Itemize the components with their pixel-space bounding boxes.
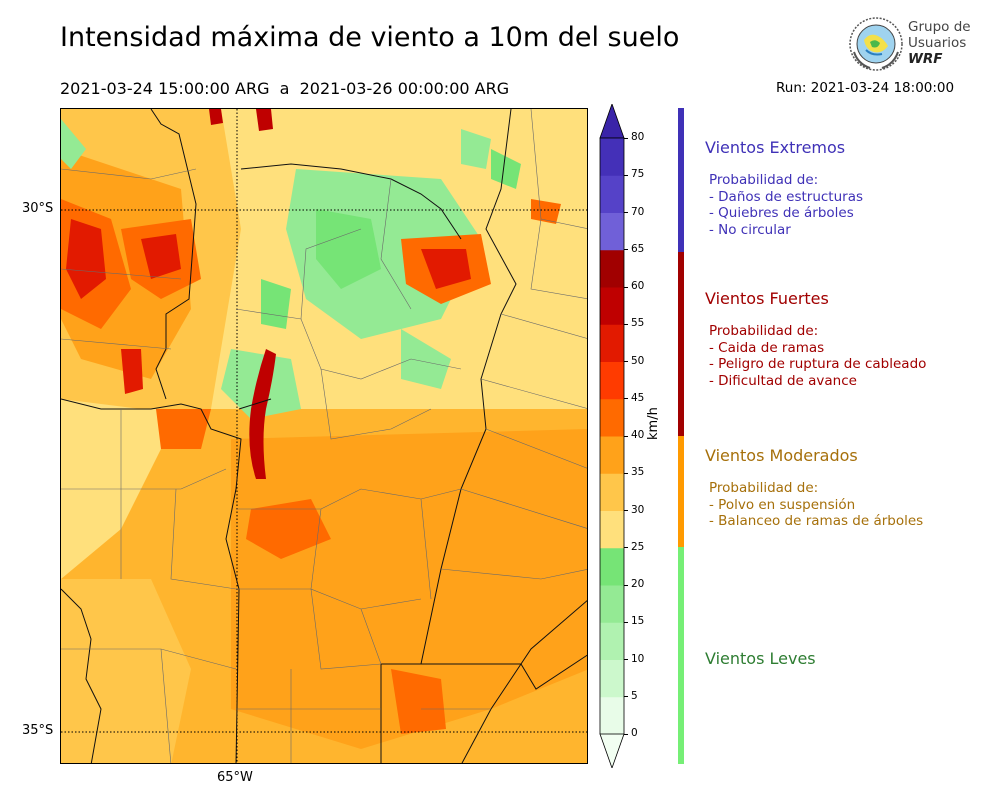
logo-text: Grupo de Usuarios WRF [908,19,971,67]
colorbar-segment [600,547,624,586]
colorbar-segment [600,212,624,251]
category-title-moderados: Vientos Moderados [705,446,858,465]
colorbar-tick-mark [624,174,628,176]
colorbar-segment [600,473,624,511]
desc-line: - Balanceo de ramas de árboles [709,513,924,529]
colorbar-tick-mark [624,584,628,586]
desc-line: - Dificultad de avance [709,372,857,389]
field-ridge-strong [249,349,276,479]
field-strong-core [66,219,471,394]
province-borders [61,109,587,763]
field-southwest [61,579,191,763]
colorbar [599,104,625,768]
colorbar-segment [600,510,624,549]
category-title-fuertes: Vientos Fuertes [705,289,829,308]
colorbar-tick-mark [624,398,628,400]
colorbar-segment [600,436,624,474]
chart-title: Intensidad máxima de viento a 10m del su… [60,22,680,53]
category-bar-extremos [678,108,684,252]
desc-line: - Polvo en suspensión [709,496,856,513]
category-bar-fuertes [678,252,684,436]
colorbar-tick-mark [624,435,628,437]
colorbar-tick-label: 65 [631,242,645,255]
globe-seal-icon [849,17,903,71]
colorbar-tick-label: 80 [631,131,645,143]
desc-line: - Peligro de ruptura de cableado [709,356,927,372]
lat-label-35s: 35°S [22,723,54,738]
colorbar-under-extension [599,733,625,768]
colorbar-segment [600,287,624,325]
colorbar-segment [600,249,624,288]
desc-line: - Quiebres de árboles [709,205,854,221]
category-bar-leves [678,547,684,764]
colorbar-tick-mark [624,510,628,511]
colorbar-tick-mark [624,212,628,213]
colorbar-tick-mark [624,249,628,251]
colorbar-tick-label: 30 [631,503,645,516]
desc-line: Probabilidad de: [709,172,819,188]
logo-line-wrf: WRF [908,51,943,67]
colorbar-tick-label: 10 [631,652,645,665]
colorbar-segment [600,138,624,176]
desc-line: Probabilidad de: [709,480,819,496]
colorbar-segment [600,585,624,623]
colorbar-tick-mark [624,472,628,474]
colorbar-tick-mark [624,696,628,698]
desc-line: Probabilidad de: [709,323,819,339]
wind-map-svg [61,109,587,763]
category-desc-extremos: Probabilidad de: - Daños de estructuras … [709,172,863,238]
colorbar-tick-label: 40 [631,429,645,441]
colorbar-over-extension [599,104,625,139]
colorbar-tick-mark [624,286,628,288]
colorbar-tick-label: 75 [631,168,645,181]
category-title-leves: Vientos Leves [705,649,816,668]
colorbar-unit: km/h [646,407,661,440]
colorbar-tick-label: 0 [631,727,638,739]
colorbar-segment [600,175,624,213]
colorbar-tick-mark [624,323,628,325]
colorbar-tick-mark [624,361,628,362]
colorbar-tick-mark [624,659,628,660]
colorbar-tick-label: 15 [631,615,645,628]
category-desc-moderados: Probabilidad de: - Polvo en suspensión -… [709,480,923,530]
colorbar-tick-mark [624,137,628,139]
wind-map [60,108,588,764]
lat-label-30s: 30°S [22,201,54,216]
logo-line-2: Usuarios [908,35,967,51]
colorbar-segment [600,398,624,437]
model-run-time: Run: 2021-03-24 18:00:00 [776,80,955,96]
forecast-period: 2021-03-24 15:00:00 ARG a 2021-03-26 00:… [60,79,510,98]
colorbar-tick-label: 55 [631,317,645,330]
colorbar-segment [600,696,624,735]
colorbar-tick-label: 20 [631,578,645,590]
colorbar-segment [600,622,624,660]
field-light-winds-2 [261,149,521,329]
colorbar-tick-label: 25 [631,540,645,553]
desc-line: - Caida de ramas [709,339,825,356]
category-bar-moderados [678,436,684,547]
category-title-extremos: Vientos Extremos [705,138,846,157]
colorbar-segment [600,324,624,362]
colorbar-tick-mark [624,547,628,549]
colorbar-tick-mark [624,733,628,735]
lon-label-65w: 65°W [217,770,253,785]
colorbar-tick-label: 5 [631,689,638,702]
colorbar-segment [600,659,624,698]
colorbar-tick-label: 60 [631,280,645,292]
colorbar-tick-label: 70 [631,205,645,218]
category-desc-fuertes: Probabilidad de: - Caida de ramas - Peli… [709,323,926,389]
colorbar-tick-label: 45 [631,391,645,404]
logo-line-1: Grupo de [908,19,971,35]
colorbar-tick-mark [624,621,628,623]
colorbar-tick-label: 50 [631,354,645,367]
desc-line: - Daños de estructuras [709,188,864,205]
colorbar-tick-label: 35 [631,466,645,479]
department-borders [61,109,587,763]
field-north-peak-2 [209,109,223,125]
desc-line: - No circular [709,221,791,238]
wrf-group-logo: Grupo de Usuarios WRF [848,16,972,76]
field-north-peak-1 [256,109,273,131]
colorbar-segment [600,361,624,400]
